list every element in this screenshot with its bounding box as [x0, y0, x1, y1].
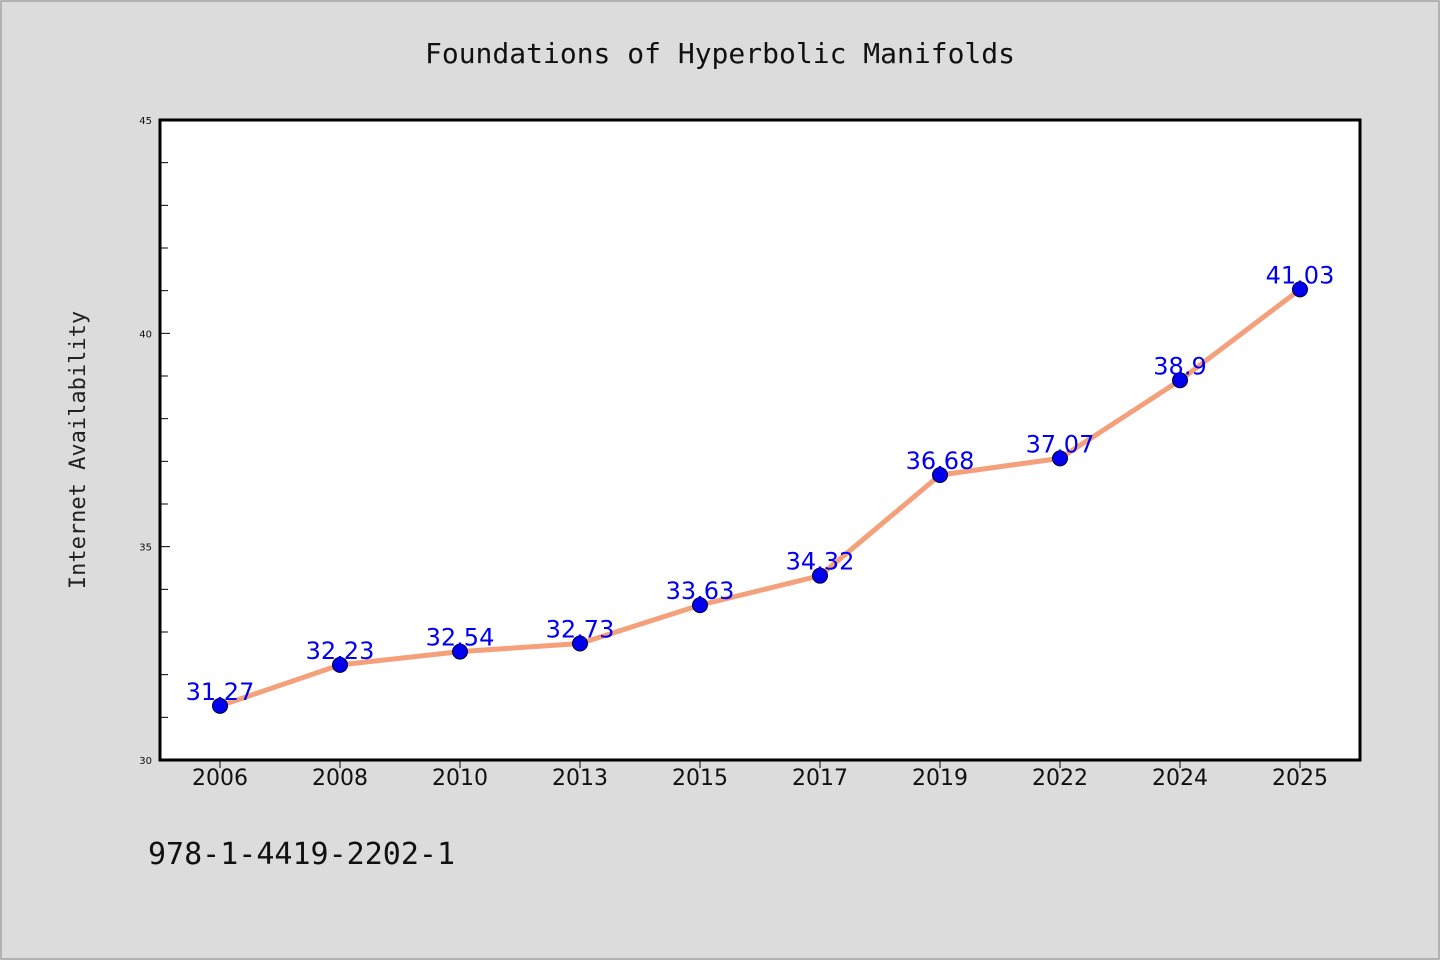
x-tick-label: 2022 — [1032, 766, 1088, 791]
x-tick-label: 2008 — [312, 766, 368, 791]
data-point — [1292, 281, 1308, 298]
x-tick-label: 2015 — [672, 766, 728, 791]
data-point — [452, 643, 468, 660]
x-tick-label: 2010 — [432, 766, 488, 791]
data-label: 33.63 — [666, 577, 735, 605]
data-label: 34.32 — [786, 548, 855, 576]
data-point — [692, 597, 708, 614]
isbn-footer: 978-1-4419-2202-1 — [148, 837, 455, 872]
data-label: 41.03 — [1266, 261, 1335, 289]
data-point — [812, 567, 828, 584]
x-tick-label: 2024 — [1152, 766, 1208, 791]
x-tick-label: 2019 — [912, 766, 968, 791]
chart-title: Foundations of Hyperbolic Manifolds — [425, 37, 1015, 70]
data-label: 36.68 — [906, 447, 975, 475]
series-line — [217, 286, 1303, 709]
data-point — [332, 656, 348, 673]
data-point — [572, 635, 588, 652]
data-point — [932, 466, 948, 483]
x-axis: 2006 2008 2010 2013 2015 2017 2019 2022 2024 2025 — [192, 760, 1328, 791]
data-label: 32.73 — [546, 616, 615, 644]
y-tick-label: 45 — [139, 116, 152, 127]
x-tick-label: 2013 — [552, 766, 608, 791]
data-point — [1052, 450, 1068, 467]
x-tick-label: 2025 — [1272, 766, 1328, 791]
y-tick-label: 30 — [139, 756, 152, 767]
data-label: 32.54 — [426, 624, 495, 652]
y-tick-label: 35 — [139, 543, 152, 554]
plot-area — [158, 118, 1362, 762]
data-point — [1172, 372, 1188, 389]
data-label: 38.9 — [1153, 352, 1206, 380]
y-tick-label: 40 — [139, 329, 152, 340]
data-label: 37.07 — [1026, 430, 1095, 458]
data-point — [212, 697, 228, 714]
data-label: 32.23 — [306, 637, 375, 665]
y-axis-label: Internet Availability — [66, 311, 91, 589]
data-labels-group: 31.27 32.23 32.54 32.73 33.63 34.32 36.68 37.07… — [186, 261, 1335, 705]
x-tick-label: 2006 — [192, 766, 248, 791]
data-label: 31.27 — [186, 678, 255, 706]
x-tick-label: 2017 — [792, 766, 848, 791]
series-group — [212, 281, 1308, 714]
y-axis: 30 35 40 45 — [139, 116, 170, 767]
